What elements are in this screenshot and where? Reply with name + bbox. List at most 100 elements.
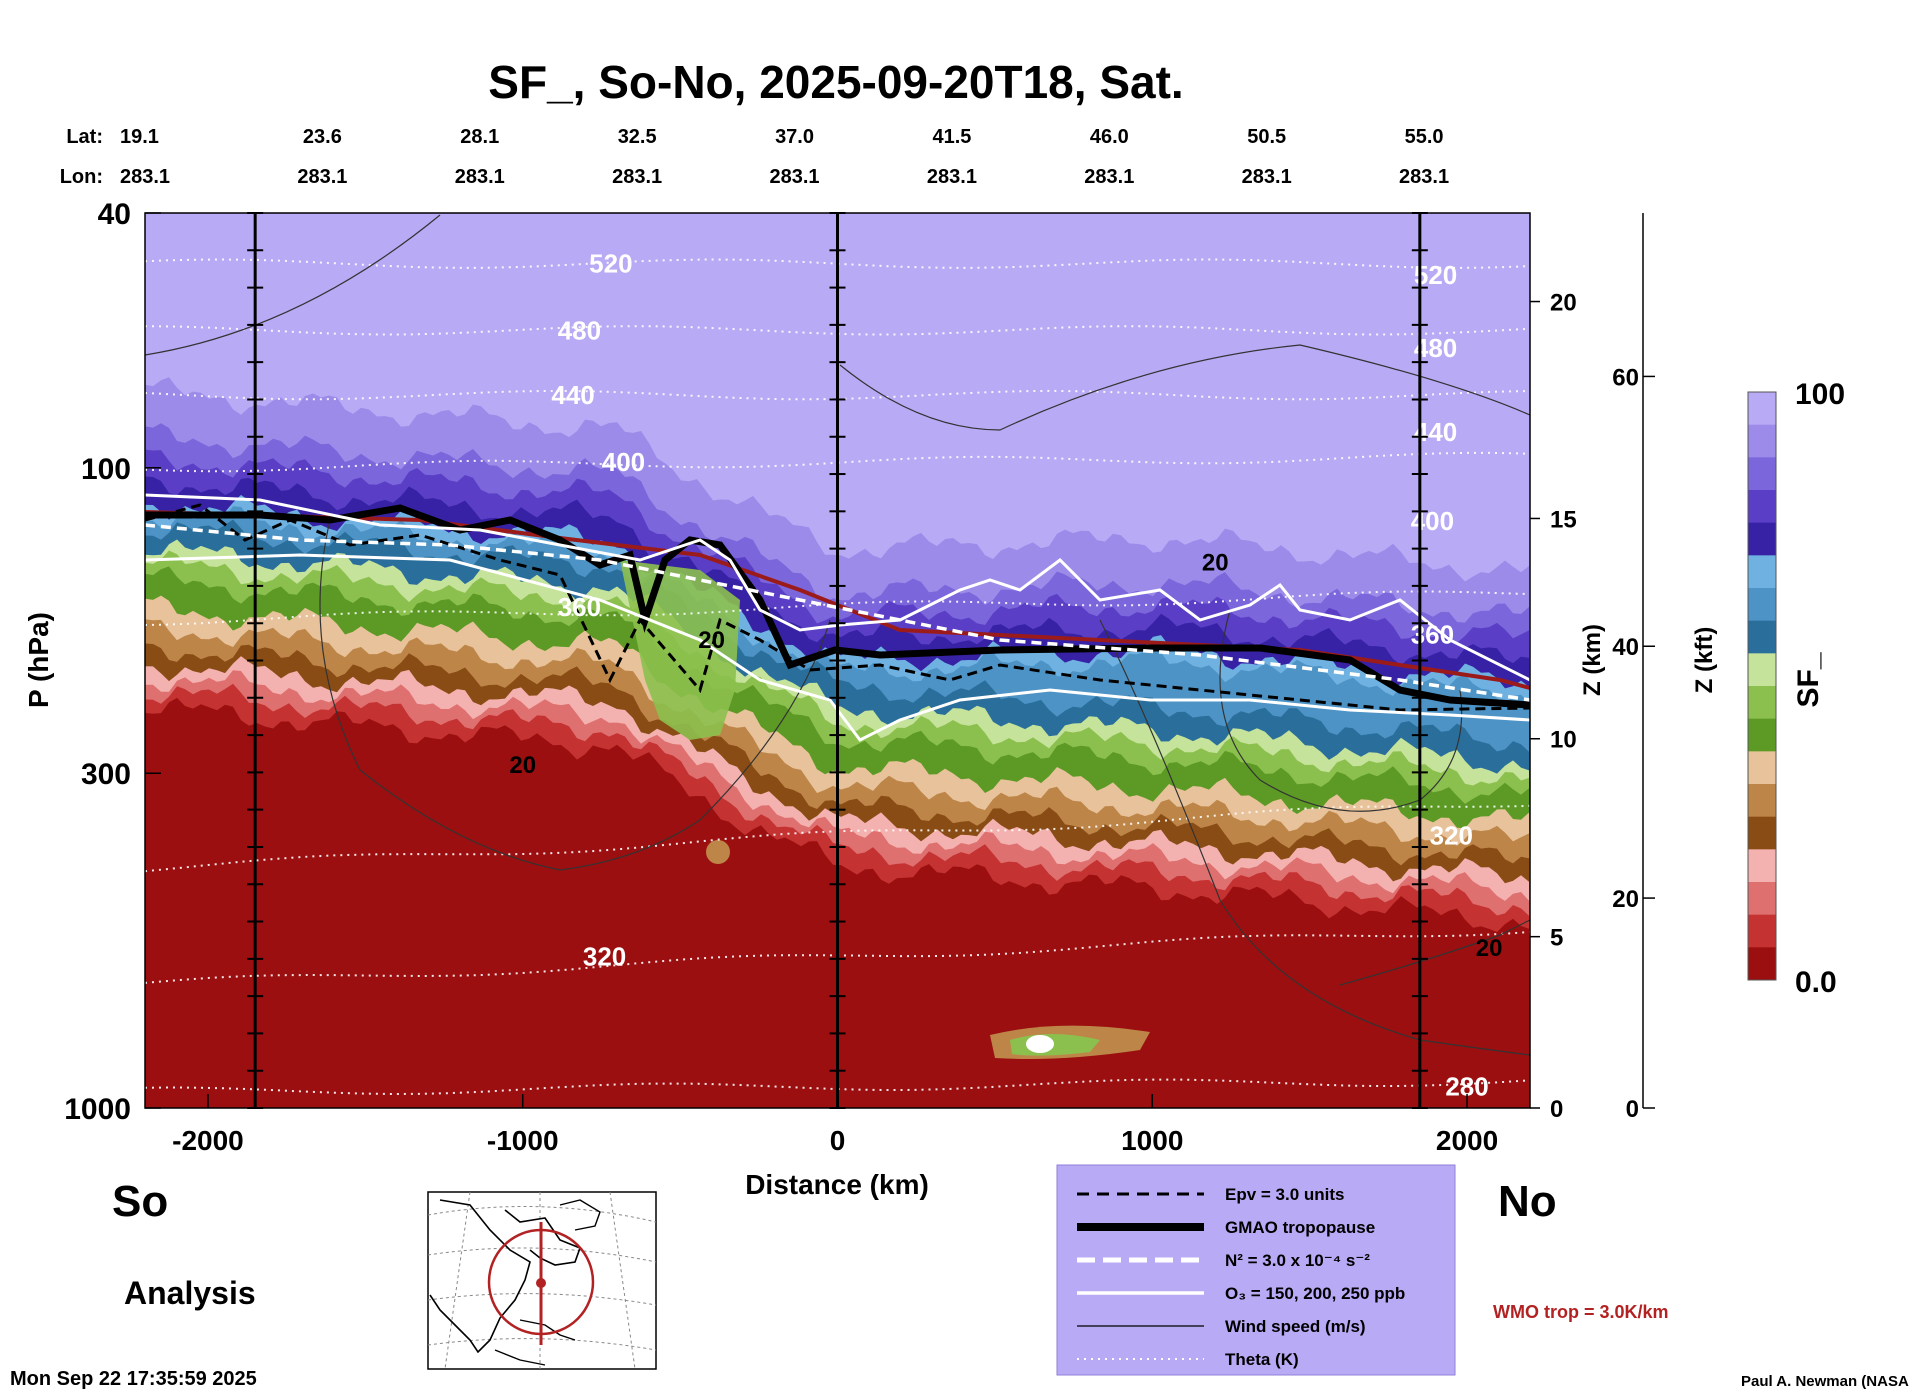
- lon-value: 283.1: [455, 166, 505, 188]
- theta-isentrope: [145, 389, 1530, 401]
- z-kft-axis: 0 20 40 60: [1612, 213, 1655, 1123]
- theta-label: 360: [558, 592, 601, 622]
- colorbar-title: SF_: [1792, 652, 1825, 707]
- wind-label: 20: [509, 752, 536, 779]
- colorbar-swatch: [1748, 947, 1776, 981]
- section-vertical-lines: [247, 212, 1428, 1109]
- lat-value: 37.0: [775, 126, 814, 148]
- legend-label: Epv = 3.0 units: [1225, 1185, 1345, 1204]
- sf-field: [145, 213, 1530, 1108]
- theta-label: 480: [558, 315, 601, 345]
- x-axis: -2000 -1000 0 1000 2000: [172, 1094, 1498, 1156]
- ozone-contour: [145, 493, 1530, 682]
- lat-value: 32.5: [618, 126, 657, 148]
- sf-low-patch-green: [1010, 1034, 1100, 1056]
- colorbar-swatch: [1748, 751, 1776, 785]
- legend-label: Theta (K): [1225, 1350, 1299, 1369]
- colorbar-swatch: [1748, 718, 1776, 752]
- epv-contour: [145, 503, 1530, 712]
- analysis-label: Analysis: [124, 1275, 256, 1311]
- theta-label: 440: [551, 380, 594, 410]
- ozone-contour: [145, 553, 1530, 742]
- z-km-tick-label: 20: [1550, 290, 1577, 317]
- lon-value: 283.1: [1084, 166, 1134, 188]
- lon-value: 283.1: [297, 166, 347, 188]
- x-tick-label: 2000: [1436, 1125, 1498, 1156]
- colorbar: [1747, 391, 1777, 981]
- lat-value: 28.1: [460, 126, 499, 148]
- lat-lon-labels: 19.1 283.1 23.6 283.1 28.1 283.1 32.5 283.1 37.0…: [120, 126, 1449, 188]
- x-axis-label: Distance (km): [745, 1169, 929, 1200]
- z-kft-tick-label: 20: [1612, 886, 1639, 913]
- colorbar-swatch: [1748, 914, 1776, 948]
- colorbar-min-label: 0.0: [1795, 966, 1837, 999]
- z-kft-tick-label: 0: [1626, 1096, 1639, 1123]
- lat-value: 50.5: [1247, 126, 1286, 148]
- wind-contour: [319, 519, 831, 871]
- wind-label: 20: [698, 627, 725, 654]
- y-tick-label: 100: [81, 453, 131, 486]
- lon-value: 283.1: [1399, 166, 1449, 188]
- z-km-tick-label: 10: [1550, 727, 1577, 754]
- north-marker: No: [1498, 1177, 1557, 1226]
- lon-value: 283.1: [927, 166, 977, 188]
- wind-contour: [839, 344, 1530, 431]
- wind-contour: [145, 214, 441, 356]
- lon-value: 283.1: [1242, 166, 1292, 188]
- colorbar-frame: [1747, 391, 1777, 981]
- inset-map: [427, 1191, 657, 1370]
- colorbar-swatch: [1748, 457, 1776, 491]
- x-tick-label: -1000: [487, 1125, 559, 1156]
- colorbar-swatch: [1748, 620, 1776, 654]
- x-tick-label: 1000: [1121, 1125, 1183, 1156]
- y-axis-label: P (hPa): [23, 612, 54, 708]
- credit: Paul A. Newman (NASA: [1741, 1373, 1909, 1390]
- colorbar-swatch: [1748, 424, 1776, 458]
- theta-label: 360: [1411, 619, 1454, 649]
- theta-label: 400: [1411, 506, 1454, 536]
- sf-small-patch: [706, 840, 730, 864]
- lon-value: 283.1: [120, 166, 170, 188]
- sf-low-patch-white: [1026, 1035, 1054, 1053]
- legend-label: N² = 3.0 x 10⁻⁴ s⁻²: [1225, 1251, 1370, 1270]
- wind-label: 20: [1202, 549, 1229, 576]
- theta-label: 520: [589, 249, 632, 279]
- colorbar-swatch: [1748, 849, 1776, 883]
- lat-value: 46.0: [1090, 126, 1129, 148]
- z-km-axis: 0 5 10 15 20: [1530, 290, 1577, 1123]
- legend-label: Wind speed (m/s): [1225, 1317, 1366, 1336]
- lon-header-label: Lon:: [60, 166, 103, 188]
- chart-title: SF_, So-No, 2025-09-20T18, Sat.: [488, 56, 1183, 108]
- theta-isentrope: [145, 1078, 1530, 1096]
- z-km-tick-label: 5: [1550, 925, 1563, 952]
- colorbar-max-label: 100: [1795, 378, 1845, 411]
- colorbar-swatch: [1748, 653, 1776, 687]
- theta-label: 400: [602, 447, 645, 477]
- lat-value: 23.6: [303, 126, 342, 148]
- colorbar-swatch: [1748, 392, 1776, 426]
- z-kft-tick-label: 40: [1612, 634, 1639, 661]
- z-kft-axis-label: Z (kft): [1691, 627, 1718, 694]
- x-tick-label: 0: [830, 1125, 846, 1156]
- lat-value: 55.0: [1405, 126, 1444, 148]
- legend-label: GMAO tropopause: [1225, 1218, 1375, 1237]
- colorbar-swatch: [1748, 816, 1776, 850]
- y-axis: 40 100 300 1000: [64, 198, 161, 1126]
- lon-value: 283.1: [612, 166, 662, 188]
- wmo-trop-label: WMO trop = 3.0K/km: [1493, 1302, 1669, 1322]
- contour-labels: 5204804404003605204804404003603203202802…: [509, 249, 1502, 1102]
- colorbar-swatch: [1748, 490, 1776, 524]
- colorbar-swatch: [1748, 555, 1776, 589]
- colorbar-swatch: [1748, 588, 1776, 622]
- z-kft-tick-label: 60: [1612, 364, 1639, 391]
- wind-contour: [1099, 619, 1530, 1056]
- colorbar-swatch: [1748, 784, 1776, 818]
- wind-contour: [1339, 919, 1530, 986]
- y-tick-label: 1000: [64, 1093, 131, 1126]
- colorbar-swatch: [1748, 522, 1776, 556]
- z-km-tick-label: 0: [1550, 1096, 1563, 1123]
- n2-contour: [145, 523, 1530, 702]
- wind-contour: [1219, 609, 1463, 812]
- lat-value: 41.5: [932, 126, 971, 148]
- lon-value: 283.1: [770, 166, 820, 188]
